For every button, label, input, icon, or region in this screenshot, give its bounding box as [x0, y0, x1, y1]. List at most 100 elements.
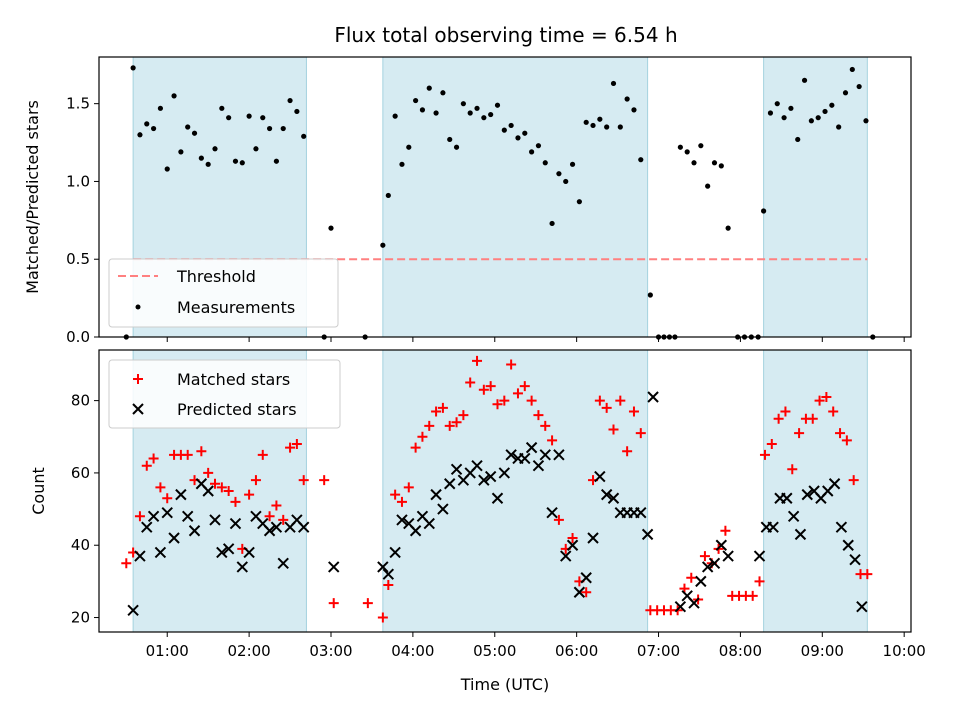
- measurement-point: [440, 90, 446, 96]
- measurement-point: [718, 163, 724, 169]
- measurement-point: [774, 101, 780, 107]
- measurement-point: [801, 77, 808, 83]
- predicted-star-point: [647, 391, 659, 403]
- y-tick-label: 1.5: [66, 95, 90, 113]
- predicted-star-point: [695, 575, 707, 588]
- measurement-point: [829, 102, 835, 108]
- matched-star-point: [403, 482, 414, 493]
- measurement-point: [617, 124, 623, 130]
- predicted-star-point: [134, 550, 146, 562]
- measurement-point: [631, 107, 637, 113]
- matched-star-point: [278, 514, 289, 525]
- predicted-star-point: [471, 459, 483, 472]
- x-tick-label: 03:00: [309, 642, 352, 660]
- measurement-point: [219, 105, 225, 111]
- predicted-star-point: [580, 572, 592, 584]
- matched-star-point: [766, 439, 777, 449]
- predicted-star-point: [202, 485, 214, 497]
- measurement-point: [522, 130, 528, 136]
- shaded-interval-2: [763, 56, 868, 338]
- matched-star-point: [862, 569, 873, 580]
- y-tick-label: 20: [71, 609, 90, 627]
- legend-predicted-swatch: [132, 403, 144, 415]
- predicted-star-point: [607, 492, 620, 504]
- matched-star-point: [264, 511, 275, 522]
- predicted-star-point: [594, 470, 606, 483]
- matched-star-point: [506, 359, 517, 370]
- matched-star-point: [794, 428, 805, 439]
- y-tick-label: 1.0: [66, 172, 90, 190]
- measurement-point: [563, 178, 569, 185]
- predicted-star-point: [587, 532, 599, 544]
- count-x-ticks: 01:00 02:00 03:00 04:00 05:00 06:00 07:00 08:00…: [146, 632, 926, 660]
- predicted-star-point: [641, 528, 654, 541]
- predicted-star-point: [154, 546, 167, 559]
- predicted-star-point: [753, 550, 766, 562]
- legend-matched-label: Matched stars: [177, 370, 290, 389]
- measurement-point: [597, 116, 603, 122]
- predicted-star-point: [377, 561, 389, 573]
- measurement-point: [246, 113, 252, 119]
- matched-star-point: [485, 381, 496, 392]
- shaded-interval-1: [382, 349, 649, 633]
- y-tick-label: 0.0: [66, 328, 90, 346]
- matched-star-point: [747, 590, 758, 601]
- measurement-point: [294, 108, 300, 115]
- predicted-star-point: [525, 441, 538, 454]
- predicted-star-point: [450, 463, 463, 476]
- predicted-star-point: [161, 506, 173, 519]
- x-tick-label: 09:00: [801, 642, 844, 660]
- measurement-point: [647, 292, 653, 298]
- measurement-point: [157, 105, 164, 111]
- matched-star-point: [298, 475, 309, 486]
- matched-star-point: [319, 475, 330, 486]
- predicted-star-point: [127, 604, 139, 617]
- predicted-star-point: [222, 543, 235, 555]
- matched-star-point: [377, 612, 388, 623]
- measurement-point: [460, 101, 466, 107]
- predicted-star-point: [437, 503, 449, 515]
- matched-star-point: [686, 572, 697, 583]
- matched-star-point: [773, 413, 784, 424]
- predicted-star-point: [767, 521, 779, 533]
- measurement-point: [467, 110, 473, 116]
- matched-star-point: [210, 478, 220, 489]
- measurement-point: [705, 183, 711, 189]
- x-tick-label: 02:00: [228, 642, 271, 660]
- measurement-point: [549, 220, 555, 227]
- matched-star-point: [424, 420, 435, 431]
- predicted-star-point: [688, 597, 700, 609]
- y-tick-label: 40: [71, 536, 90, 554]
- measurement-point: [488, 111, 494, 118]
- y-tick-label: 80: [71, 392, 90, 410]
- measurement-point: [576, 199, 582, 205]
- matched-star-point: [223, 486, 234, 496]
- x-tick-label: 08:00: [719, 642, 762, 660]
- x-tick-label: 04:00: [391, 642, 434, 660]
- predicted-star-point: [277, 557, 289, 570]
- measurement-point: [569, 161, 576, 167]
- y-tick-label: 0.5: [66, 250, 90, 268]
- measurement-point: [380, 242, 386, 248]
- count-y-label: Count: [29, 467, 48, 515]
- ratio-legend: Threshold Measurements: [108, 258, 339, 328]
- predicted-star-point: [389, 546, 401, 559]
- measurement-point: [542, 160, 548, 166]
- measurement-point: [232, 158, 239, 164]
- matched-star-point: [628, 406, 639, 417]
- matched-star-point: [828, 406, 839, 417]
- legend-threshold-label: Threshold: [176, 267, 256, 286]
- matched-star-point: [567, 533, 578, 543]
- predicted-star-point: [498, 467, 511, 479]
- measurement-point: [604, 124, 610, 130]
- measurement-point: [301, 133, 307, 139]
- measurement-point: [171, 93, 177, 99]
- matched-star-point: [622, 446, 633, 457]
- predicted-star-point: [491, 492, 504, 504]
- measurement-point: [808, 118, 814, 124]
- predicted-star-point: [382, 568, 395, 580]
- chart-title: Flux total observing time = 6.54 h: [334, 23, 677, 47]
- matched-star-point: [615, 395, 626, 406]
